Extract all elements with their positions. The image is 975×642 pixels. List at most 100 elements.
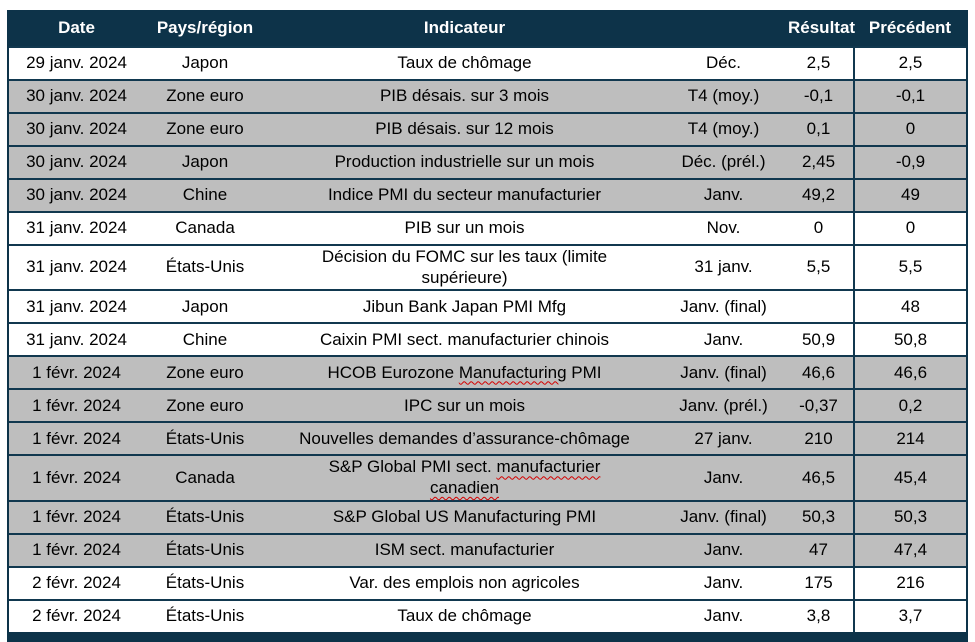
table-body: 29 janv. 2024 Japon Taux de chômage Déc.… — [9, 46, 966, 632]
previous-cell: 214 — [853, 421, 966, 456]
indicator-cell: S&P Global US Manufacturing PMI — [266, 499, 663, 534]
table-row-1: 29 janv. 2024 Japon Taux de chômage Déc.… — [9, 46, 966, 80]
previous-cell: 0,2 — [853, 388, 966, 423]
indicator-cell: HCOB Eurozone Manufacturing PMI — [266, 355, 663, 390]
region-cell: Zone euro — [144, 112, 266, 146]
period-cell: Janv. — [663, 322, 784, 357]
region-cell: Chine — [144, 178, 266, 212]
table-row-8: 31 janv. 2024 Japon Jibun Bank Japan PMI… — [9, 289, 966, 324]
region-cell: États-Unis — [144, 499, 266, 534]
table-row-12: 1 févr. 2024 États-Unis Nouvelles demand… — [9, 421, 966, 456]
date-cell: 31 janv. 2024 — [9, 211, 144, 245]
table-row-16: 2 févr. 2024 États-Unis Var. des emplois… — [9, 565, 966, 600]
result-cell — [784, 289, 854, 324]
region-cell: États-Unis — [144, 598, 266, 632]
indicator-text: PIB désais. sur 12 mois — [375, 119, 554, 139]
period-cell: T4 (moy.) — [663, 79, 784, 113]
period-cell: Déc. — [663, 46, 784, 80]
period-cell: 31 janv. — [663, 243, 784, 291]
header-date: Date — [9, 10, 144, 47]
result-cell: 50,9 — [784, 322, 854, 357]
result-cell: 5,5 — [784, 243, 854, 291]
result-cell: -0,1 — [784, 79, 854, 113]
date-cell: 1 févr. 2024 — [9, 454, 144, 501]
economic-calendar-table: Date Pays/région Indicateur Résultat Pré… — [9, 10, 966, 632]
period-cell: Nov. — [663, 211, 784, 245]
header-previous: Précédent — [854, 10, 966, 47]
region-cell: Canada — [144, 211, 266, 245]
period-cell: Janv. (prél.) — [663, 388, 784, 423]
indicator-text: HCOB Eurozone Manufacturing PMI — [327, 362, 602, 382]
region-cell: États-Unis — [144, 532, 266, 567]
period-cell: Janv. — [663, 178, 784, 212]
table-row-14: 1 févr. 2024 États-Unis S&P Global US Ma… — [9, 499, 966, 534]
indicator-text: Taux de chômage — [397, 606, 532, 626]
indicator-cell: Nouvelles demandes d’assurance-chômage — [266, 421, 663, 456]
indicator-cell: Décision du FOMC sur les taux (limite su… — [266, 243, 663, 291]
previous-cell: 0 — [853, 112, 966, 146]
region-cell: Zone euro — [144, 355, 266, 390]
period-cell: Janv. (final) — [663, 355, 784, 390]
previous-cell: 45,4 — [853, 454, 966, 501]
period-cell: Janv. (final) — [663, 499, 784, 534]
result-cell: 2,5 — [784, 46, 854, 80]
indicator-cell: ISM sect. manufacturier — [266, 532, 663, 567]
date-cell: 30 janv. 2024 — [9, 178, 144, 212]
indicator-cell: Jibun Bank Japan PMI Mfg — [266, 289, 663, 324]
indicator-cell: PIB désais. sur 12 mois — [266, 112, 663, 146]
indicator-text: IPC sur un mois — [404, 395, 525, 415]
indicator-cell: S&P Global PMI sect. manufacturier canad… — [266, 454, 663, 501]
date-cell: 1 févr. 2024 — [9, 355, 144, 390]
page: Date Pays/région Indicateur Résultat Pré… — [7, 10, 968, 642]
result-cell: 0,1 — [784, 112, 854, 146]
header-region: Pays/région — [144, 10, 266, 47]
misspelling-squiggle: manufacturier — [496, 457, 601, 477]
table-row-5: 30 janv. 2024 Chine Indice PMI du secteu… — [9, 178, 966, 212]
indicator-text: Indice PMI du secteur manufacturier — [327, 185, 602, 205]
previous-cell: 0 — [853, 211, 966, 245]
result-cell: 2,45 — [784, 145, 854, 179]
period-cell: Janv. — [663, 454, 784, 501]
header-indicator: Indicateur — [266, 10, 663, 47]
table-row-7: 31 janv. 2024 États-Unis Décision du FOM… — [9, 243, 966, 291]
region-cell: Chine — [144, 322, 266, 357]
period-cell: T4 (moy.) — [663, 112, 784, 146]
period-cell: Janv. (final) — [663, 289, 784, 324]
date-cell: 2 févr. 2024 — [9, 598, 144, 632]
indicator-cell: Indice PMI du secteur manufacturier — [266, 178, 663, 212]
period-cell: Janv. — [663, 532, 784, 567]
indicator-text: Décision du FOMC sur les taux (limite su… — [321, 247, 608, 287]
indicator-text: Caixin PMI sect. manufacturier chinois — [319, 329, 610, 349]
previous-cell: 216 — [853, 565, 966, 600]
header-row: Date Pays/région Indicateur Résultat Pré… — [9, 10, 966, 47]
region-cell: États-Unis — [144, 421, 266, 456]
result-cell: 175 — [784, 565, 854, 600]
date-cell: 30 janv. 2024 — [9, 145, 144, 179]
result-cell: 49,2 — [784, 178, 854, 212]
region-cell: Japon — [144, 289, 266, 324]
indicator-text: Var. des emplois non agricoles — [349, 573, 580, 593]
table-row-3: 30 janv. 2024 Zone euro PIB désais. sur … — [9, 112, 966, 146]
previous-cell: 50,8 — [853, 322, 966, 357]
previous-cell: 46,6 — [853, 355, 966, 390]
table-row-4: 30 janv. 2024 Japon Production industrie… — [9, 145, 966, 179]
indicator-text: Taux de chômage — [397, 53, 532, 73]
header-period — [663, 10, 784, 47]
date-cell: 1 févr. 2024 — [9, 421, 144, 456]
table-row-6: 31 janv. 2024 Canada PIB sur un mois Nov… — [9, 211, 966, 245]
period-cell: Janv. — [663, 565, 784, 600]
region-cell: Japon — [144, 46, 266, 80]
region-cell: États-Unis — [144, 243, 266, 291]
previous-cell: 5,5 — [853, 243, 966, 291]
region-cell: Canada — [144, 454, 266, 501]
economic-calendar: Date Pays/région Indicateur Résultat Pré… — [7, 10, 968, 642]
indicator-text: ISM sect. manufacturier — [374, 540, 555, 560]
table-row-11: 1 févr. 2024 Zone euro IPC sur un mois J… — [9, 388, 966, 423]
previous-cell: 2,5 — [853, 46, 966, 80]
table-row-2: 30 janv. 2024 Zone euro PIB désais. sur … — [9, 79, 966, 113]
result-cell: 50,3 — [784, 499, 854, 534]
result-cell: 210 — [784, 421, 854, 456]
table-row-17: 2 févr. 2024 États-Unis Taux de chômage … — [9, 598, 966, 632]
result-cell: -0,37 — [784, 388, 854, 423]
date-cell: 1 févr. 2024 — [9, 532, 144, 567]
